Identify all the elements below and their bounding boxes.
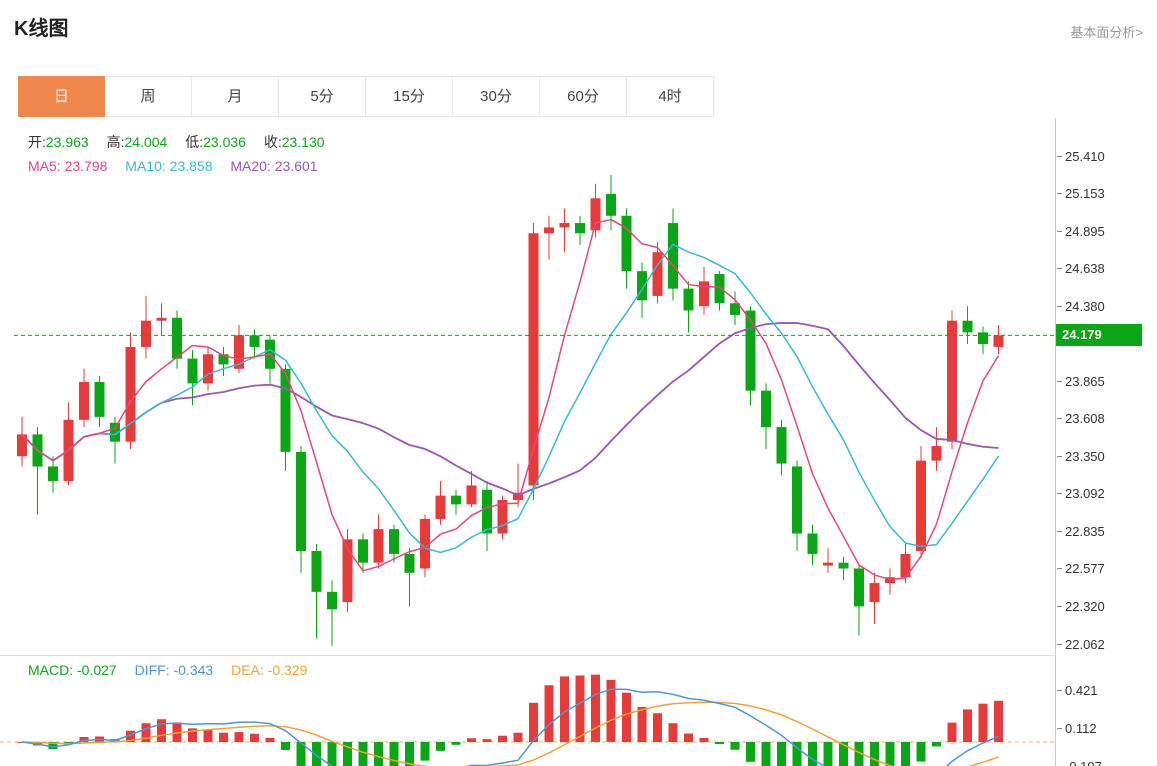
axis-tick-mark xyxy=(1057,689,1062,691)
legend-high: 高:24.004 xyxy=(106,134,168,150)
axis-tick-label: 24.380 xyxy=(1057,297,1105,315)
axis-tick-mark xyxy=(1057,305,1062,307)
axis-tick-label: 22.577 xyxy=(1057,560,1105,578)
legend-macd: MACD: -0.027 xyxy=(28,662,117,678)
axis-tick-label: 22.835 xyxy=(1057,522,1105,540)
axis-tick-label: 23.092 xyxy=(1057,485,1105,503)
period-tab-5[interactable]: 30分 xyxy=(453,76,540,117)
axis-tick-mark xyxy=(1057,643,1062,645)
period-tab-7[interactable]: 4时 xyxy=(627,76,714,117)
axis-tick-mark xyxy=(1057,192,1062,194)
panel-separator xyxy=(0,655,1157,656)
axis-tick-mark xyxy=(1057,727,1062,729)
current-price-badge: 24.179 xyxy=(1056,324,1142,347)
period-tab-2[interactable]: 月 xyxy=(192,76,279,117)
ohlc-legend: 开:23.963 高:24.004 低:23.036 收:23.130 xyxy=(28,132,339,152)
page-title: K线图 xyxy=(14,18,69,40)
axis-tick-label: -0.197 xyxy=(1057,757,1102,766)
axis-tick-label: 22.320 xyxy=(1057,597,1105,615)
axis-tick-mark xyxy=(1057,230,1062,232)
axis-tick-mark xyxy=(1057,605,1062,607)
legend-dea: DEA: -0.329 xyxy=(231,662,308,678)
price-axis: 25.410 25.153 24.895 24.638 24.380 23.865 23.6… xyxy=(1055,118,1157,766)
period-tab-4[interactable]: 15分 xyxy=(366,76,453,117)
legend-ma5: MA5: 23.798 xyxy=(28,158,108,174)
axis-tick-label: 24.895 xyxy=(1057,222,1105,240)
period-tab-3[interactable]: 5分 xyxy=(279,76,366,117)
legend-diff: DIFF: -0.343 xyxy=(134,662,214,678)
macd-chart-canvas[interactable] xyxy=(0,655,1055,766)
period-tab-6[interactable]: 60分 xyxy=(540,76,627,117)
axis-tick-label: 23.865 xyxy=(1057,372,1105,390)
axis-tick-label: 0.421 xyxy=(1057,681,1098,699)
axis-tick-label: 23.350 xyxy=(1057,447,1105,465)
axis-tick-label: 22.062 xyxy=(1057,635,1105,653)
period-tabs: 日周月 5分 15分 30分 60分 4时 xyxy=(18,76,714,117)
chart-region: 开:23.963 高:24.004 低:23.036 收:23.130 MA5:… xyxy=(0,118,1157,766)
axis-tick-label: 25.153 xyxy=(1057,184,1105,202)
axis-tick-mark xyxy=(1057,455,1062,457)
legend-ma20: MA20: 23.601 xyxy=(230,158,318,174)
legend-ma10: MA10: 23.858 xyxy=(125,158,213,174)
period-tab-0[interactable]: 日 xyxy=(18,76,105,117)
axis-tick-mark xyxy=(1057,568,1062,570)
main-chart-canvas[interactable] xyxy=(0,118,1055,655)
axis-tick-mark xyxy=(1057,493,1062,495)
axis-tick-label: 25.410 xyxy=(1057,147,1105,165)
legend-close: 收:23.130 xyxy=(263,134,325,150)
axis-tick-label: 24.638 xyxy=(1057,260,1105,278)
axis-tick-mark xyxy=(1057,155,1062,157)
period-tab-1[interactable]: 周 xyxy=(105,76,192,117)
axis-tick-mark xyxy=(1057,268,1062,270)
axis-tick-mark xyxy=(1057,418,1062,420)
axis-tick-label: 0.112 xyxy=(1057,719,1097,737)
fundamental-analysis-link[interactable]: 基本面分析> xyxy=(1070,25,1143,40)
legend-low: 低:23.036 xyxy=(185,134,246,150)
ma-legend: MA5: 23.798 MA10: 23.858 MA20: 23.601 xyxy=(28,158,332,174)
axis-tick-mark xyxy=(1057,380,1062,382)
macd-legend: MACD: -0.027 DIFF: -0.343 DEA: -0.329 xyxy=(28,662,321,678)
axis-tick-mark xyxy=(1057,530,1062,532)
axis-tick-label: 23.608 xyxy=(1057,410,1105,428)
legend-open: 开:23.963 xyxy=(28,134,89,150)
